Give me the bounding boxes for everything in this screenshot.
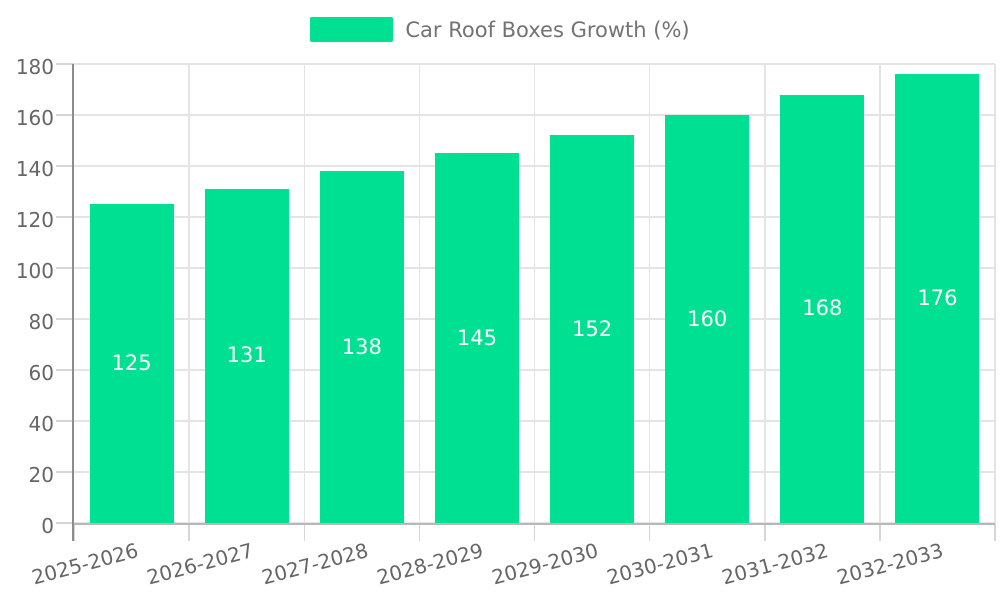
bar-value-label: 125 (111, 351, 152, 376)
bar-value-label: 152 (572, 316, 613, 341)
bar[interactable]: 131 (204, 188, 289, 523)
x-axis-tick (188, 523, 190, 541)
bar-value-label: 145 (456, 325, 497, 350)
x-axis-tick (418, 523, 421, 541)
bar-value-label: 168 (802, 296, 843, 321)
x-axis-tick-label: 2030-2031 (604, 538, 716, 590)
y-axis-tick (56, 165, 74, 167)
bar-value-label: 131 (226, 343, 267, 368)
x-axis-tick (533, 523, 536, 541)
bar-value-label: 138 (341, 334, 382, 359)
x-axis-tick-label: 2027-2028 (258, 538, 371, 590)
x-axis-tick (73, 523, 75, 541)
gridline (879, 64, 881, 523)
bar[interactable]: 176 (895, 74, 980, 523)
gridline (188, 64, 190, 523)
y-axis-tick (56, 369, 74, 371)
gridline (533, 64, 536, 523)
bar[interactable]: 125 (89, 204, 174, 523)
legend-item[interactable]: Car Roof Boxes Growth (%) (0, 17, 1000, 42)
x-axis-tick-label: 2028-2029 (374, 538, 486, 590)
x-axis-tick-label: 2031-2032 (719, 538, 832, 590)
x-axis-tick (303, 523, 305, 541)
x-axis-line (74, 523, 995, 525)
y-axis-tick (56, 216, 74, 218)
bar[interactable]: 160 (665, 115, 750, 523)
y-axis-tick-label: 100 (15, 259, 54, 283)
y-axis-tick (56, 63, 74, 65)
gridline (994, 64, 996, 523)
y-axis-tick (56, 420, 74, 422)
legend-label: Car Roof Boxes Growth (%) (405, 17, 690, 42)
y-axis-tick-label: 40 (28, 412, 54, 436)
y-axis-tick-label: 180 (15, 55, 54, 79)
y-axis-tick-label: 60 (28, 361, 54, 385)
bar-value-label: 160 (687, 306, 728, 331)
x-axis-tick (994, 523, 996, 541)
gridline (648, 64, 651, 523)
x-axis-tick (764, 523, 766, 541)
x-axis-tick (648, 523, 651, 541)
bar[interactable]: 152 (550, 135, 635, 523)
x-axis-tick-label: 2026-2027 (143, 538, 256, 590)
y-axis-tick-label: 80 (28, 310, 54, 334)
y-axis-tick-label: 0 (41, 514, 54, 538)
y-axis-tick-label: 140 (15, 157, 54, 181)
gridline (764, 64, 766, 523)
y-axis-tick-label: 20 (28, 463, 54, 487)
y-axis-tick (56, 471, 74, 473)
bar[interactable]: 138 (319, 171, 404, 523)
bar[interactable]: 145 (434, 153, 519, 523)
x-axis-tick-label: 2032-2033 (834, 538, 947, 590)
x-axis-tick (879, 523, 881, 541)
x-axis-tick-label: 2029-2030 (489, 538, 601, 590)
bar[interactable]: 168 (780, 94, 865, 523)
y-axis-tick (56, 114, 74, 116)
y-axis-tick (56, 522, 74, 524)
gridline (303, 64, 305, 523)
y-axis-line (72, 64, 74, 541)
bar-value-label: 176 (917, 286, 958, 311)
gridline (418, 64, 421, 523)
legend-swatch (310, 17, 394, 42)
y-axis-tick (56, 267, 74, 269)
y-axis-tick (56, 318, 74, 320)
x-axis-tick-label: 2025-2026 (28, 538, 141, 590)
y-axis-tick-label: 120 (15, 208, 54, 232)
y-axis-tick-label: 160 (15, 106, 54, 130)
